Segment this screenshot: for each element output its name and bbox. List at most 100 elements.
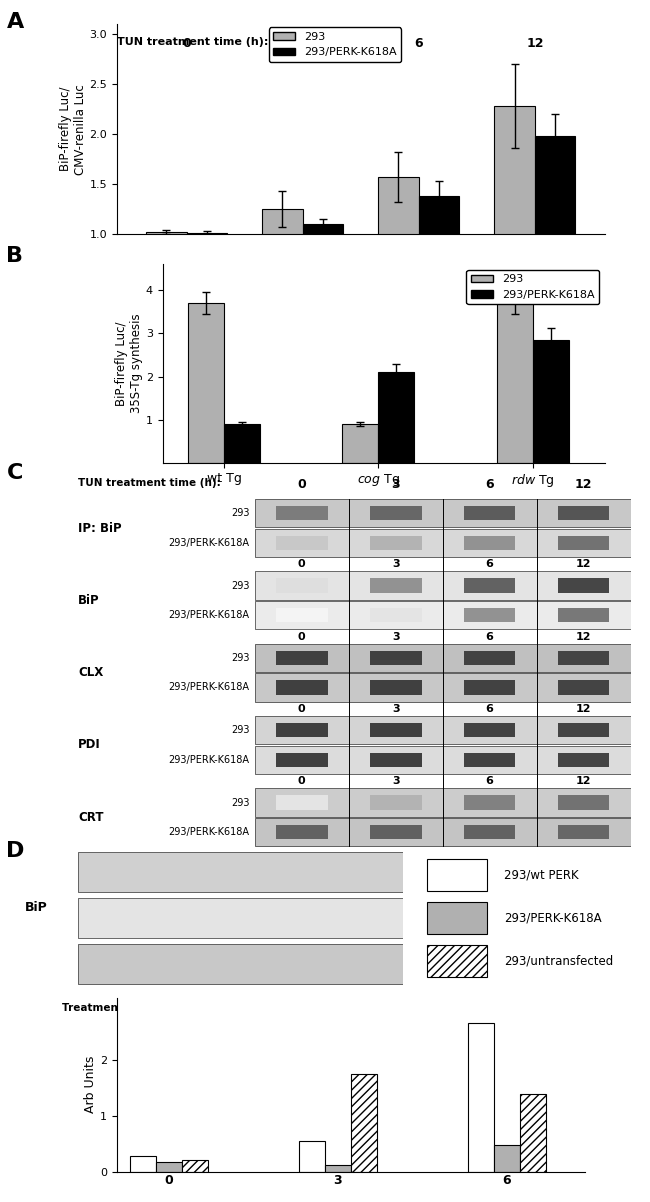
Bar [343,424,378,463]
Text: 293/PERK-K618A: 293/PERK-K618A [168,755,250,764]
Text: CRT: CRT [78,811,103,823]
Bar [325,1165,351,1172]
Bar [187,233,228,334]
Bar [255,529,630,557]
Text: B: B [6,246,23,267]
Text: 293: 293 [231,581,250,590]
Bar [276,578,328,593]
Bar [494,1146,520,1172]
Bar [303,225,343,334]
Bar [370,724,421,737]
Bar [78,852,403,892]
Text: 3: 3 [392,704,400,714]
Text: C: C [6,463,23,483]
Bar [370,506,421,520]
Text: 6: 6 [486,704,493,714]
Text: 0: 0 [128,1004,136,1016]
Bar [558,536,609,549]
Bar [558,825,609,839]
Text: 0: 0 [298,776,305,786]
Text: 293/PERK-K618A: 293/PERK-K618A [168,611,250,620]
Bar [532,340,569,463]
Bar [370,680,421,695]
Text: BiP: BiP [25,902,47,914]
Bar [464,536,515,549]
Bar [299,1141,325,1172]
Bar [276,650,328,665]
Text: 293/PERK-K618A: 293/PERK-K618A [168,537,250,548]
Text: BiP: BiP [78,594,99,607]
Text: 3: 3 [391,478,400,492]
Bar [558,724,609,737]
Bar [464,752,515,767]
Bar [276,506,328,520]
Text: TUN treatment time (h):: TUN treatment time (h): [78,478,221,488]
Bar [427,946,487,977]
Bar [255,745,630,774]
Text: 0: 0 [182,36,191,49]
Bar [378,373,414,463]
Text: 293: 293 [231,798,250,808]
Text: 293/untransfected: 293/untransfected [504,954,613,968]
Text: 3: 3 [392,776,400,786]
Text: 6: 6 [502,1173,512,1186]
Bar [78,944,403,984]
Legend: 293, 293/PERK-K618A: 293, 293/PERK-K618A [466,270,599,304]
Text: 0: 0 [164,1173,174,1186]
Bar [464,680,515,695]
Text: 3: 3 [236,1004,245,1016]
Bar [378,177,419,334]
Text: 12: 12 [575,478,592,492]
Bar [558,796,609,810]
Bar [370,578,421,593]
Text: 3: 3 [392,631,400,642]
Y-axis label: BiP-firefly Luc/
35S-Tg synthesis: BiP-firefly Luc/ 35S-Tg synthesis [115,314,143,413]
Bar [255,789,630,816]
Bar [146,232,187,334]
Bar [255,499,630,528]
Bar [224,424,260,463]
Bar [370,796,421,810]
Bar [276,825,328,839]
Text: 12: 12 [576,776,592,786]
Text: D: D [6,841,25,862]
Bar [276,752,328,767]
Text: 293: 293 [231,508,250,518]
Text: 293/PERK-K618A: 293/PERK-K618A [504,911,601,924]
Y-axis label: Arb Units: Arb Units [84,1057,98,1113]
Bar [464,578,515,593]
Text: 3: 3 [298,36,307,49]
Text: 6: 6 [486,559,493,570]
Bar [276,680,328,695]
Bar [276,796,328,810]
Bar [419,196,460,334]
Text: 293/PERK-K618A: 293/PERK-K618A [168,683,250,692]
Text: TUN treatment time (h):: TUN treatment time (h): [117,36,268,47]
Bar [464,825,515,839]
Text: 12: 12 [526,36,543,49]
Text: CLX: CLX [78,666,103,679]
Bar [188,303,224,463]
Bar [130,1156,156,1172]
Text: 293: 293 [231,725,250,736]
Bar [464,650,515,665]
Bar [558,578,609,593]
Text: 6: 6 [486,478,494,492]
Bar [370,650,421,665]
Bar [255,673,630,702]
Bar [427,903,487,934]
Text: 0: 0 [298,631,305,642]
Bar [558,650,609,665]
Text: 12: 12 [576,559,592,570]
Bar [558,608,609,623]
Text: IP: BiP: IP: BiP [78,522,122,535]
Text: 0: 0 [298,704,305,714]
Bar [535,136,575,334]
Text: 3: 3 [333,1173,343,1186]
Text: 6: 6 [486,776,493,786]
Bar [494,106,535,334]
Bar [255,644,630,672]
Text: A: A [6,12,24,32]
Bar [370,608,421,623]
Text: 0: 0 [298,478,306,492]
